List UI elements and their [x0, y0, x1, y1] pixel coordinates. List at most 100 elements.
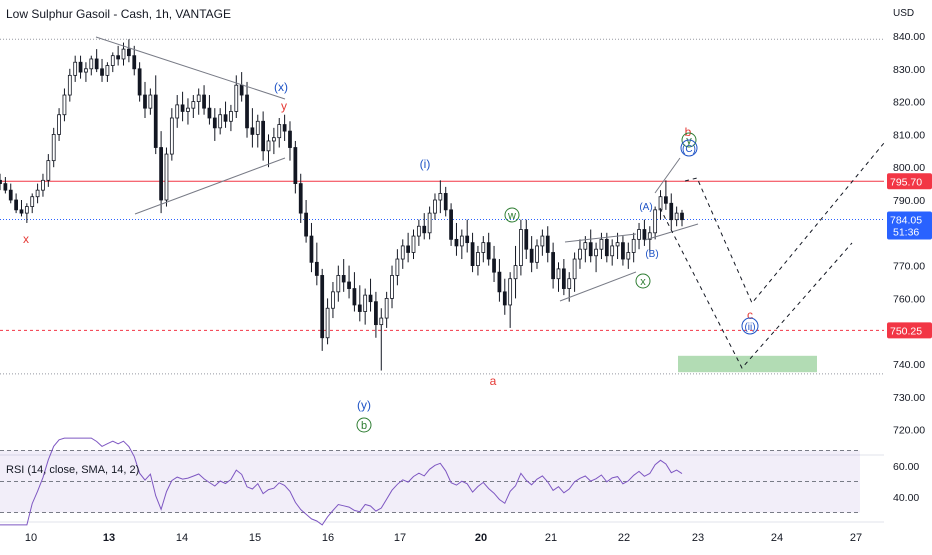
trendline: [654, 157, 681, 194]
candle-body: [390, 275, 394, 299]
candle-body: [459, 235, 464, 247]
candle-body: [298, 183, 303, 214]
x-tick-label: 24: [771, 532, 783, 544]
candle-body: [331, 291, 335, 309]
x-tick-label: 20: [475, 532, 487, 544]
candle-body: [610, 245, 615, 257]
candle-body: [524, 229, 529, 250]
wave-label: x: [640, 276, 646, 288]
x-tick-label: 23: [692, 532, 704, 544]
wave-label: y: [686, 135, 692, 147]
candle-body: [282, 124, 287, 132]
x-tick-label: 27: [850, 532, 862, 544]
x-tick-label: 15: [249, 532, 261, 544]
projection-path-alt: [659, 207, 853, 369]
candle-body: [583, 242, 588, 250]
candle-body: [352, 288, 357, 306]
candle-body: [234, 84, 239, 112]
candle-body: [180, 104, 185, 112]
x-tick-label: 17: [394, 532, 406, 544]
candle-body: [470, 242, 475, 266]
candle-body: [599, 238, 604, 250]
candle-body: [46, 160, 51, 181]
candle-body: [594, 248, 598, 257]
candle-body: [67, 74, 72, 96]
candle-body: [62, 94, 67, 116]
candle-body: [454, 238, 459, 247]
wave-label-circle: [356, 417, 372, 433]
x-tick-label: 10: [25, 532, 37, 544]
candle-body: [314, 261, 319, 276]
price-badge-countdown: 51:36: [893, 227, 919, 239]
price-badge-label: 795.70: [890, 176, 922, 188]
candle-body: [422, 225, 427, 234]
candle-body: [615, 242, 620, 247]
price-badge-label: 784.05: [890, 215, 922, 227]
wave-label: a: [490, 374, 497, 388]
candle-body: [588, 242, 593, 257]
currency-label: USD: [893, 8, 914, 19]
candle-body: [669, 202, 674, 221]
chart-title: Low Sulphur Gasoil - Cash, 1h, VANTAGE: [6, 7, 231, 21]
candle-body: [631, 238, 636, 253]
x-tick-label: 21: [545, 532, 557, 544]
candle-body: [325, 307, 330, 339]
candle-body: [561, 268, 566, 289]
candle-body: [105, 65, 110, 76]
wave-label: b: [685, 125, 692, 139]
candle-body: [186, 107, 190, 112]
candle-body: [653, 209, 658, 234]
wave-label: (x): [274, 80, 288, 94]
candle-body: [19, 209, 24, 214]
candle-body: [293, 147, 298, 185]
wave-label: (y): [357, 398, 371, 412]
rsi-tick-label: 60.00: [893, 461, 919, 473]
candle-body: [374, 301, 378, 326]
candle-body: [486, 242, 491, 260]
candle-body: [357, 304, 362, 312]
candle-body: [529, 248, 534, 263]
y-tick-label: 730.00: [893, 392, 925, 404]
candle-body: [143, 94, 147, 109]
candle-body: [41, 179, 45, 191]
candle-body: [100, 68, 104, 76]
trendline: [559, 271, 637, 302]
wave-label: c: [747, 308, 753, 322]
y-tick-label: 720.00: [893, 425, 925, 437]
x-tick-label: 16: [322, 532, 334, 544]
candle-body: [250, 127, 255, 135]
candle-body: [664, 196, 668, 204]
candle-body: [159, 147, 163, 201]
candle-body: [261, 120, 266, 152]
candle-body: [336, 275, 341, 293]
candle-body: [229, 111, 233, 122]
candle-body: [363, 294, 368, 312]
candle-body: [255, 120, 260, 135]
candle-body: [320, 275, 325, 339]
candle-body: [567, 278, 572, 289]
candle-body: [245, 94, 249, 129]
candle-body: [212, 117, 217, 129]
candle-body: [621, 242, 625, 260]
candle-body: [202, 94, 206, 109]
candle-body: [347, 281, 351, 289]
candle-body: [658, 196, 663, 211]
candle-body: [73, 61, 78, 76]
candle-body: [207, 107, 212, 119]
candle-body: [35, 189, 40, 198]
candle-body: [153, 94, 158, 148]
candle-body: [443, 193, 448, 211]
trendline: [95, 36, 286, 100]
candle-body: [271, 137, 276, 142]
candle-body: [379, 317, 384, 326]
candle-body: [551, 252, 555, 280]
candle-body: [411, 235, 416, 253]
candle-body: [239, 84, 244, 96]
candle-body: [637, 229, 641, 240]
candle-body: [84, 68, 88, 73]
price-badge: [887, 322, 932, 339]
wave-label: w: [507, 210, 516, 222]
candle-body: [433, 199, 437, 214]
